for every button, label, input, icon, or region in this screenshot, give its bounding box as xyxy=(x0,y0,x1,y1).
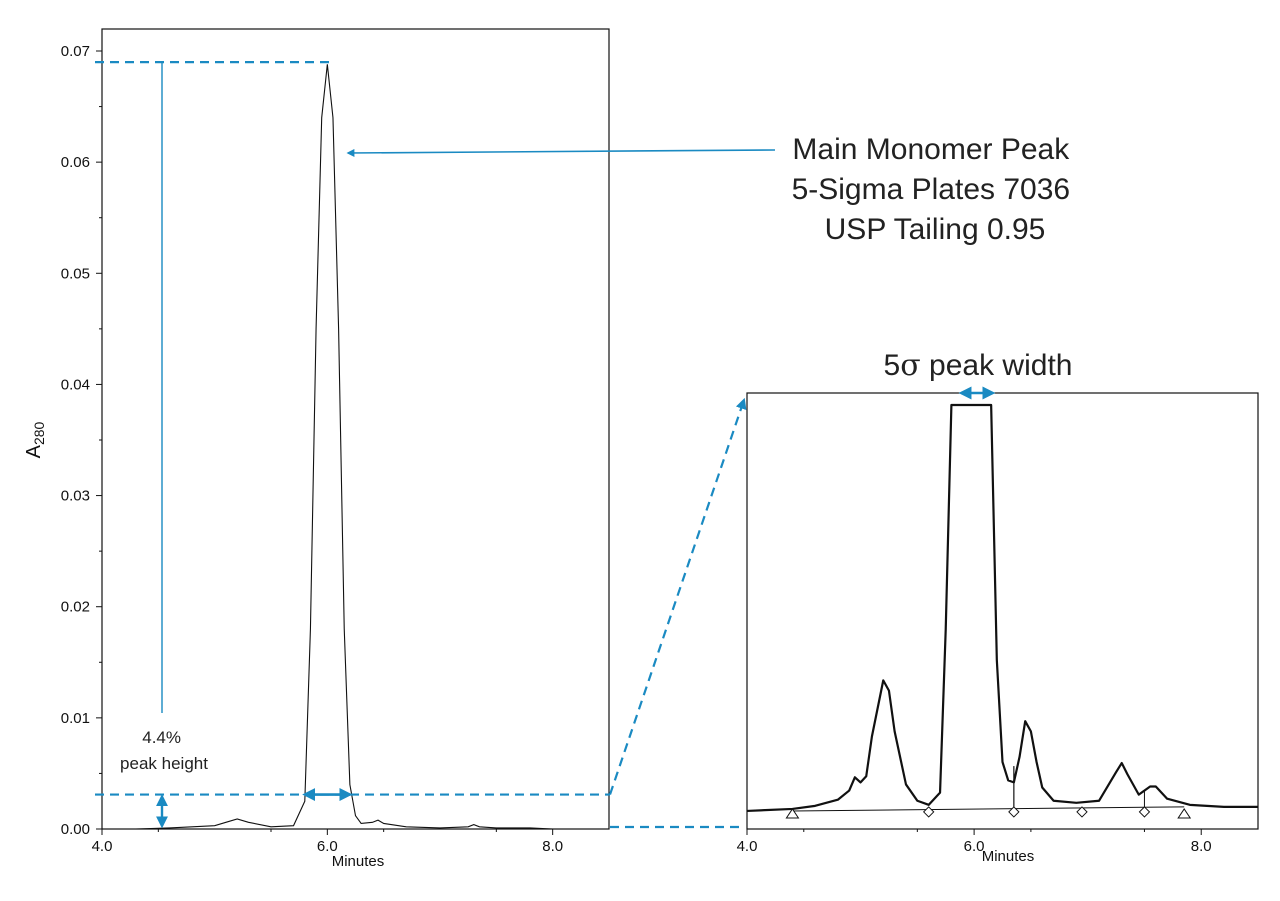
y-tick-label: 0.02 xyxy=(61,599,90,616)
x-tick-label: 8.0 xyxy=(542,838,563,855)
zoom-x-tick-label: 8.0 xyxy=(1191,838,1212,855)
main-peak-pointer-arrow xyxy=(346,148,776,157)
main-x-axis: 4.0 6.0 8.0 xyxy=(92,829,563,855)
zoom-chromatogram-trace xyxy=(746,403,1258,813)
integration-baseline xyxy=(792,806,1185,812)
x-tick-label: 6.0 xyxy=(317,838,338,855)
x-tick-label: 4.0 xyxy=(92,838,113,855)
zoom-x-tick-label: 6.0 xyxy=(964,838,985,855)
zoom-x-tick-label: 4.0 xyxy=(737,838,758,855)
main-peak-annotation: Main Monomer Peak 5-Sigma Plates 7036 US… xyxy=(792,133,1079,246)
y-tick-label: 0.06 xyxy=(61,154,90,171)
zoom-plot-frame xyxy=(746,392,1259,830)
peak-start-marker xyxy=(785,808,800,819)
valley-marker xyxy=(1076,806,1088,818)
y-tick-label: 0.03 xyxy=(61,488,90,505)
zoom-x-axis: 4.0 6.0 8.0 xyxy=(737,829,1212,855)
main-y-axis: 0.00 0.01 0.02 0.03 0.04 0.05 0.06 0.07 xyxy=(61,43,102,838)
pct-height-line-1: 4.4% xyxy=(142,728,181,747)
zoom-x-axis-label: Minutes xyxy=(982,848,1035,865)
y-axis-label: A280 xyxy=(23,421,47,458)
y-tick-label: 0.01 xyxy=(61,710,90,727)
y-tick-label: 0.05 xyxy=(61,265,90,282)
y-tick-label: 0.04 xyxy=(61,376,90,393)
y-axis-label-sub: 280 xyxy=(31,421,47,445)
y-axis-label-base: A xyxy=(23,444,45,458)
main-chromatogram-trace xyxy=(102,64,609,830)
zoom-plot-panel: 4.0 6.0 8.0 Minutes xyxy=(737,392,1259,865)
valley-marker xyxy=(1138,806,1151,818)
y-tick-label: 0.00 xyxy=(61,821,90,838)
sigma-symbol: σ xyxy=(900,348,920,383)
zoom-trace-layer xyxy=(746,403,1258,819)
main-peak-line-3: USP Tailing 0.95 xyxy=(825,213,1046,246)
main-peak-line-1: Main Monomer Peak xyxy=(792,133,1070,166)
valley-marker xyxy=(922,806,935,818)
annotation-overlay xyxy=(95,61,996,829)
pct-height-annotation: 4.4% peak height xyxy=(120,728,208,773)
peak-start-marker xyxy=(1177,808,1192,819)
peak-width-title: 5σ peak width xyxy=(884,348,1073,383)
valley-marker xyxy=(1008,806,1020,818)
main-plot-panel: 0.00 0.01 0.02 0.03 0.04 0.05 0.06 0.07 4.0 6.0 8… xyxy=(23,28,610,870)
y-tick-label: 0.07 xyxy=(61,43,90,60)
main-trace-layer xyxy=(102,64,609,830)
main-peak-line-2: 5-Sigma Plates 7036 xyxy=(792,173,1071,206)
zoom-connector-arrow xyxy=(608,397,747,795)
main-x-axis-label: Minutes xyxy=(332,853,385,870)
pct-height-line-2: peak height xyxy=(120,754,208,773)
main-plot-frame xyxy=(101,28,610,830)
peak-width-title-prefix: 5 xyxy=(884,349,901,382)
peak-width-title-suffix: peak width xyxy=(921,349,1073,382)
